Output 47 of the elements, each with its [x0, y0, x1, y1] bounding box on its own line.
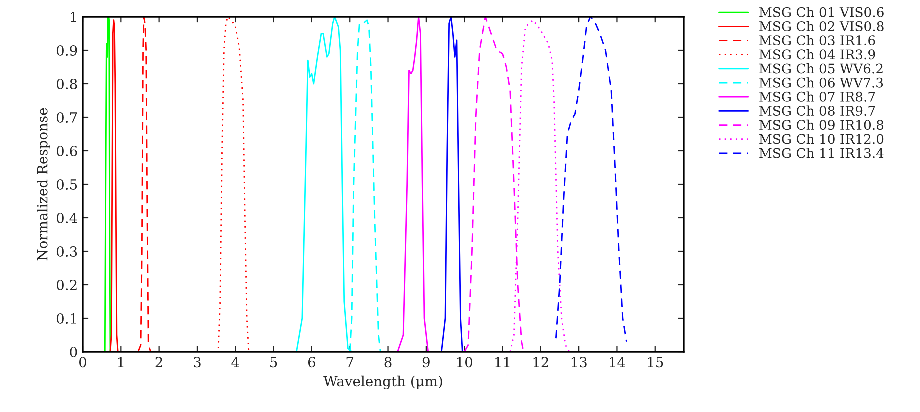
legend-label: MSG Ch 04 IR3.9: [760, 49, 876, 60]
legend-label: MSG Ch 11 IR13.4: [760, 148, 884, 158]
x-tick-label: 9: [422, 357, 430, 368]
line-series: [216, 17, 252, 352]
x-tick-label: 12: [534, 357, 548, 368]
x-tick-label: 15: [648, 357, 664, 368]
y-axis-title: Normalized Response: [37, 108, 50, 261]
y-tick-label: 0.2: [56, 280, 77, 290]
x-tick-label: 11: [496, 357, 510, 368]
legend-label: MSG Ch 08 IR9.7: [760, 106, 876, 116]
y-tick-label: 0.7: [56, 112, 78, 123]
y-tick-label: 0.3: [56, 246, 78, 257]
legend-label: MSG Ch 05 WV6.2: [760, 64, 883, 74]
y-tick-label: 0.9: [56, 45, 78, 56]
y-tick-label: 1: [70, 12, 76, 22]
y-tick-label: 0.5: [56, 179, 78, 190]
y-tick-label: 0: [70, 346, 78, 358]
legend-label: MSG Ch 01 VIS0.6: [760, 7, 884, 18]
x-axis-title: Wavelength (μm): [324, 376, 442, 390]
line-series: [555, 17, 628, 343]
legend-label: MSG Ch 07 IR8.7: [760, 92, 876, 102]
legend-label: MSG Ch 02 VIS0.8: [760, 21, 884, 32]
x-tick-label: 10: [457, 357, 472, 368]
x-tick-label: 7: [346, 357, 354, 368]
legend-label: MSG Ch 10 IR12.0: [760, 134, 884, 144]
x-tick-label: 6: [308, 357, 316, 368]
x-tick-label: 1: [118, 357, 124, 368]
y-tick-label: 0.1: [56, 313, 76, 324]
x-tick-label: 14: [610, 357, 626, 368]
line-series: [138, 17, 152, 352]
legend-label: MSG Ch 09 IR10.8: [760, 120, 884, 130]
x-tick-label: 8: [384, 357, 392, 368]
x-tick-label: 3: [194, 357, 201, 368]
x-tick-label: 13: [572, 357, 587, 368]
line-series: [397, 17, 430, 352]
line-series: [103, 17, 112, 352]
x-tick-label: 5: [270, 357, 278, 368]
legend-label: MSG Ch 06 WV7.3: [760, 78, 884, 88]
legend-label: MSG Ch 03 IR1.6: [760, 35, 876, 46]
y-tick-label: 0.8: [56, 78, 78, 90]
x-tick-label: 2: [156, 357, 162, 368]
line-series: [440, 17, 464, 352]
x-tick-label: 0: [79, 357, 86, 368]
line-series: [110, 20, 119, 352]
x-tick-label: 4: [232, 357, 240, 368]
y-tick-label: 0.6: [56, 146, 78, 156]
y-tick-label: 0.4: [56, 212, 78, 224]
